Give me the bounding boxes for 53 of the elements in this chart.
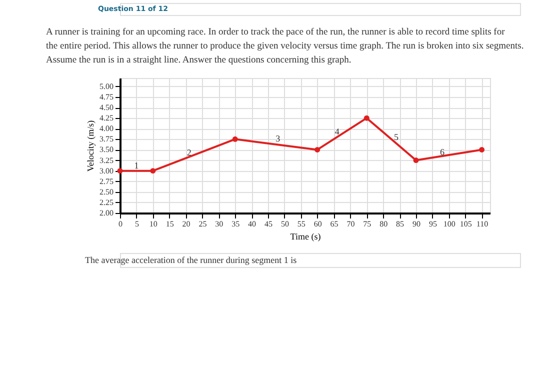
x-tick-label: 50 [280, 220, 289, 228]
x-tick-label: 55 [297, 220, 306, 228]
x-tick-label: 90 [412, 220, 420, 228]
x-tick-label: 75 [363, 220, 372, 228]
point [364, 115, 370, 121]
x-tick-label: 100 [443, 220, 456, 228]
x-tick-label: 85 [396, 220, 404, 228]
y-tick-label: 4.25 [100, 114, 114, 123]
y-tick-label: 4.75 [100, 92, 114, 102]
annotation: 2 [186, 147, 192, 158]
y-tick-label: 3.50 [100, 145, 114, 154]
x-tick-label: 5 [134, 220, 139, 228]
x-tick-label: 105 [460, 220, 472, 228]
x-tick-label: 45 [264, 220, 272, 228]
x-tick-label: 80 [380, 220, 388, 228]
point [413, 158, 419, 163]
y-tick-label: 3.25 [100, 156, 114, 165]
x-tick-label: 10 [149, 220, 158, 228]
x-tick-label: 95 [428, 220, 437, 228]
y-tick-label: 2.50 [100, 187, 114, 196]
annotation: 4 [334, 126, 340, 137]
y-tick-label: 3.00 [100, 166, 114, 176]
y-tick-label: 2.75 [100, 176, 114, 186]
chart-title: A runner is training for an upcoming race. In order to track the pace of the run, the runner is able to record time splits for the entire period. This allows the runner to produce the given velocity versus time graph. The run is broken into six segments. Assume the run is in a straight line. Answer the questions concerning this graph. [46, 28, 524, 66]
x-tick-label: 60 [314, 220, 322, 228]
point [479, 146, 485, 152]
x-tick-label: 25 [198, 220, 207, 228]
annotation: 3 [276, 133, 281, 144]
y-tick-label: 5.00 [100, 82, 114, 91]
annotation: 6 [440, 146, 446, 157]
annotation: 5 [394, 132, 400, 142]
y-tick-label: 3.75 [100, 134, 114, 144]
x-tick-label: 35 [232, 220, 240, 228]
x-tick-label: 20 [182, 220, 190, 228]
x-tick-label: 15 [166, 220, 174, 228]
x-tick-label: 65 [330, 220, 338, 228]
y-tick-label: 4.50 [100, 103, 114, 112]
x-tick-label: 30 [215, 220, 224, 228]
x-axis-title: Time (s) [290, 232, 321, 242]
y-tick-label: 2.25 [100, 198, 114, 207]
y-tick-label: 4.00 [100, 124, 114, 134]
x-tick-label: 110 [476, 220, 488, 228]
text: The average acceleration of the runner during segment 1 is [85, 255, 298, 265]
point [150, 168, 156, 174]
y-tick-label: 2.00 [100, 208, 114, 218]
point [314, 146, 320, 152]
x-tick-label: 0 [118, 220, 122, 228]
x-tick-label: 70 [346, 220, 355, 228]
annotation: 1 [134, 160, 139, 170]
point [232, 136, 238, 142]
x-tick-label: 40 [248, 220, 256, 228]
y-axis-title: Velocity (m/s) [86, 120, 96, 172]
point [117, 168, 123, 174]
